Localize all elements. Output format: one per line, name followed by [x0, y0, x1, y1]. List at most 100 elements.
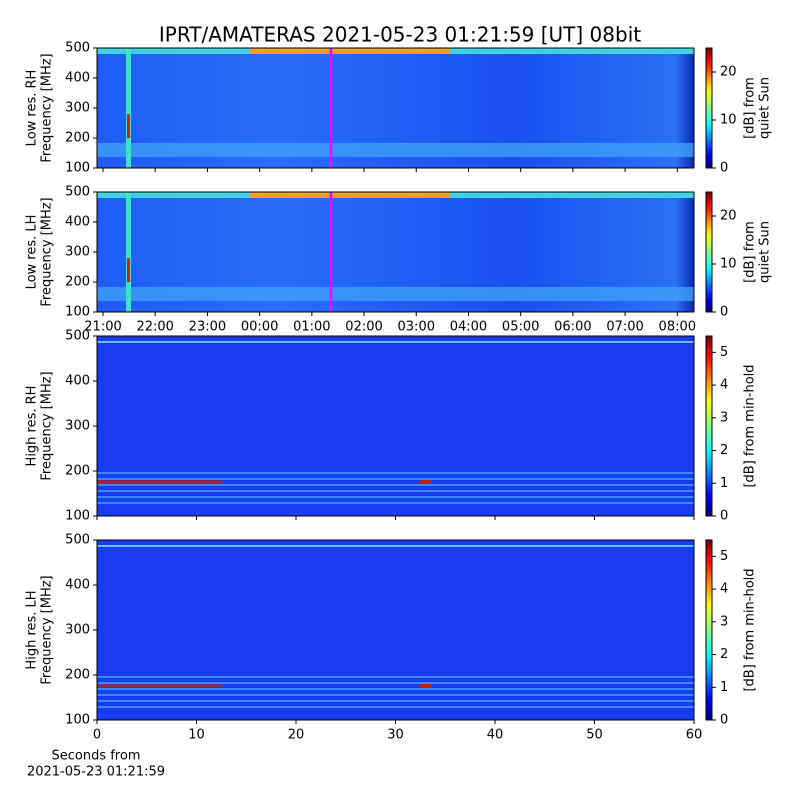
colorbar-label: [dB] from min-hold: [743, 568, 758, 691]
y-tick-label: 400: [65, 215, 90, 230]
spectrogram-background: [420, 684, 432, 688]
x-tick-label: 20: [288, 728, 305, 743]
x-tick-label: 00:00: [241, 320, 278, 335]
colorbar-tick-label: 5: [720, 549, 728, 564]
x-tick-label: 30: [387, 728, 404, 743]
y-tick-label: 300: [65, 623, 90, 638]
y-tick-label: 300: [65, 419, 90, 434]
spectrogram-background: [97, 688, 694, 690]
colorbar: [705, 539, 713, 721]
colorbar-tick-label: 20: [720, 65, 737, 80]
y-tick-label: 300: [65, 101, 90, 116]
x-tick-label: 03:00: [398, 320, 435, 335]
colorbar-tick-label: 3: [720, 410, 728, 425]
colorbar: [705, 335, 713, 517]
spectrogram-background: [97, 676, 694, 678]
x-axis-label: 2021-05-23 01:21:59: [27, 765, 165, 780]
colorbar-tick-label: 10: [720, 257, 737, 272]
x-tick-label: 22:00: [136, 320, 173, 335]
x-tick-label: 08:00: [659, 320, 696, 335]
spectrogram-background: [127, 114, 130, 138]
x-tick-label: 40: [487, 728, 504, 743]
colorbar-tick-label: 10: [720, 113, 737, 128]
spectrogram-background: [250, 48, 450, 54]
y-tick-label: 100: [65, 509, 90, 524]
spectrogram-background: [126, 192, 131, 312]
y-axis-label: Low res. LH: [25, 215, 40, 290]
spectrogram-background: [97, 540, 694, 720]
spectrogram-background: [97, 287, 694, 301]
colorbar-tick-label: 5: [720, 345, 728, 360]
x-tick-label: 06:00: [554, 320, 591, 335]
y-axis-label: Frequency [MHz]: [40, 371, 55, 480]
colorbar: [705, 191, 713, 313]
spectrogram-background: [97, 545, 694, 547]
spectrogram-background: [97, 336, 694, 516]
colorbar-tick-label: 4: [720, 582, 728, 597]
y-axis-label: Frequency [MHz]: [40, 197, 55, 306]
spectrogram-background: [97, 682, 694, 684]
x-tick-label: 10: [188, 728, 205, 743]
y-tick-label: 500: [65, 533, 90, 548]
colorbar-label: [dB] from: [743, 77, 758, 139]
x-tick-label: 0: [93, 728, 101, 743]
colorbar-tick-label: 0: [720, 509, 728, 524]
x-tick-label: 60: [686, 728, 703, 743]
spectrogram-background: [97, 480, 222, 484]
y-tick-label: 500: [65, 329, 90, 344]
y-axis-label: Frequency [MHz]: [40, 575, 55, 684]
x-tick-label: 21:00: [84, 320, 121, 335]
x-tick-label: 02:00: [345, 320, 382, 335]
colorbar: [705, 47, 713, 169]
colorbar-tick-label: 20: [720, 209, 737, 224]
x-tick-label: 50: [586, 728, 603, 743]
colorbar-tick-label: 3: [720, 614, 728, 629]
y-tick-label: 500: [65, 41, 90, 56]
spectrogram-background: [97, 694, 694, 696]
y-tick-label: 100: [65, 713, 90, 728]
spectrogram-background: [97, 143, 694, 157]
y-axis-label: Low res. RH: [25, 70, 40, 147]
spectrogram-background: [97, 341, 694, 343]
colorbar-tick-label: 0: [720, 161, 728, 176]
spectrogram-background: [97, 478, 694, 480]
spectrogram-background: [97, 700, 694, 702]
x-tick-label: 05:00: [502, 320, 539, 335]
colorbar-label: [dB] from: [743, 221, 758, 283]
colorbar-tick-label: 0: [720, 305, 728, 320]
y-tick-label: 100: [65, 305, 90, 320]
y-tick-label: 400: [65, 578, 90, 593]
x-tick-label: 04:00: [450, 320, 487, 335]
y-tick-label: 400: [65, 374, 90, 389]
spectrogram-background: [127, 258, 130, 282]
y-axis-label: Frequency [MHz]: [40, 53, 55, 162]
colorbar-tick-label: 2: [720, 647, 728, 662]
spectrogram-background: [97, 472, 694, 474]
colorbar-tick-label: 4: [720, 378, 728, 393]
spectrogram-background: [250, 192, 450, 198]
y-tick-label: 300: [65, 245, 90, 260]
spectrogram-background: [126, 48, 131, 168]
colorbar-label: quiet Sun: [758, 221, 773, 283]
y-axis-label: High res. LH: [25, 590, 40, 669]
spectrogram-background: [420, 480, 432, 484]
chart-title: IPRT/AMATERAS 2021-05-23 01:21:59 [UT] 0…: [159, 23, 641, 47]
x-tick-label: 23:00: [189, 320, 226, 335]
colorbar-tick-label: 1: [720, 476, 728, 491]
y-tick-label: 200: [65, 131, 90, 146]
spectrogram-background: [97, 490, 694, 492]
y-tick-label: 200: [65, 464, 90, 479]
colorbar-label: quiet Sun: [758, 77, 773, 139]
x-tick-label: 07:00: [606, 320, 643, 335]
spectrogram-background: [97, 484, 694, 486]
colorbar-tick-label: 2: [720, 443, 728, 458]
colorbar-label: [dB] from min-hold: [743, 364, 758, 487]
x-axis-label: Seconds from: [51, 749, 140, 764]
y-tick-label: 200: [65, 668, 90, 683]
spectrogram-background: [97, 684, 222, 688]
y-axis-label: High res. RH: [25, 386, 40, 467]
spectrogram-background: [97, 706, 694, 708]
x-tick-label: 01:00: [293, 320, 330, 335]
y-tick-label: 500: [65, 185, 90, 200]
